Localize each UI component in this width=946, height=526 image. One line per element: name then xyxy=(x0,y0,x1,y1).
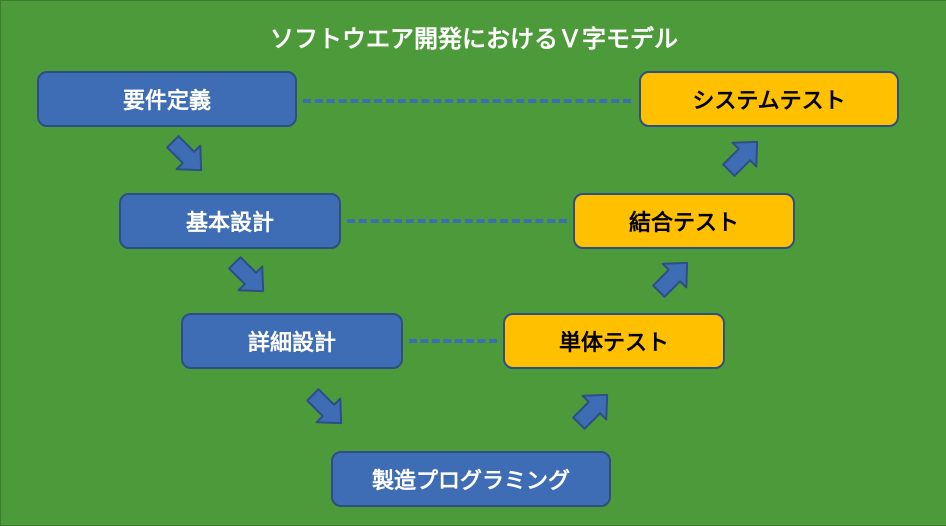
flow-arrow-3 xyxy=(289,371,365,452)
node-label: 単体テスト xyxy=(559,325,669,357)
v-model-diagram: ソフトウエア開発におけるＶ字モデル 要件定義基本設計詳細設計製造プログラミング 単… xyxy=(0,0,946,526)
node-label: 基本設計 xyxy=(186,205,274,237)
flow-arrow-5 xyxy=(635,239,711,320)
flow-arrow-4 xyxy=(555,371,631,452)
connector-detail-unit xyxy=(409,339,497,343)
flow-arrow-2 xyxy=(211,239,287,320)
node-label: 結合テスト xyxy=(629,205,739,237)
node-label: 詳細設計 xyxy=(248,325,336,357)
flow-arrow-6 xyxy=(705,118,781,199)
connector-req-sys xyxy=(303,99,631,103)
connector-basic-integ xyxy=(347,219,567,223)
node-detail: 詳細設計 xyxy=(181,313,403,369)
node-impl: 製造プログラミング xyxy=(331,451,611,507)
flow-arrow-1 xyxy=(149,118,225,199)
node-label: システムテスト xyxy=(692,83,845,115)
node-label: 要件定義 xyxy=(123,83,211,115)
node-label: 製造プログラミング xyxy=(372,463,570,495)
diagram-title: ソフトウエア開発におけるＶ字モデル xyxy=(1,19,946,54)
node-unit: 単体テスト xyxy=(503,313,725,369)
